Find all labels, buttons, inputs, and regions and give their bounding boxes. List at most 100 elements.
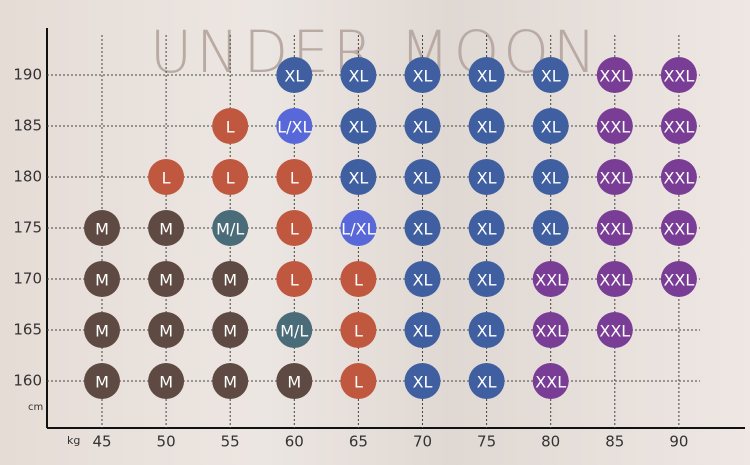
size-label: M bbox=[223, 271, 237, 290]
size-badge bbox=[596, 312, 633, 348]
size-label: XL bbox=[413, 271, 433, 290]
size-badge bbox=[148, 159, 185, 195]
size-badge bbox=[532, 210, 569, 246]
size-label: M bbox=[95, 373, 109, 392]
size-badge bbox=[404, 108, 441, 144]
y-tick-label: 185 bbox=[13, 117, 42, 135]
size-badge bbox=[84, 363, 120, 399]
size-label: XL bbox=[541, 118, 561, 137]
size-badge bbox=[404, 261, 441, 297]
size-label: XL bbox=[477, 220, 497, 239]
size-badge bbox=[276, 159, 313, 195]
size-badge bbox=[340, 108, 377, 144]
size-label: XL bbox=[477, 322, 497, 341]
size-badge bbox=[212, 210, 249, 246]
size-label: XXL bbox=[535, 322, 566, 341]
size-badge bbox=[84, 312, 120, 348]
grid-area: 45 50 55 60 65 70 75 80 85 90 190 185 180 175 170 165 16… bbox=[13, 35, 700, 451]
size-badge bbox=[532, 261, 569, 297]
size-label: XL bbox=[477, 118, 497, 137]
size-badge bbox=[212, 261, 249, 297]
size-badge bbox=[532, 159, 569, 195]
size-label: XL bbox=[541, 220, 561, 239]
size-label: M bbox=[95, 271, 109, 290]
x-tick-label: 65 bbox=[349, 433, 368, 451]
size-label: M/L bbox=[216, 220, 244, 239]
size-label: XXL bbox=[535, 271, 566, 290]
size-badge bbox=[404, 363, 441, 399]
size-badge bbox=[404, 159, 441, 195]
size-badge bbox=[468, 261, 505, 297]
size-label: XL bbox=[413, 67, 433, 86]
size-label: XL bbox=[413, 169, 433, 188]
size-badge bbox=[276, 57, 313, 93]
size-label: XXL bbox=[663, 118, 694, 137]
size-label: M bbox=[95, 220, 109, 239]
size-label: XL bbox=[348, 67, 368, 86]
size-badge bbox=[148, 312, 185, 348]
size-badge bbox=[660, 57, 697, 93]
size-badge bbox=[660, 210, 697, 246]
size-label: M/L bbox=[280, 322, 308, 341]
size-badge bbox=[148, 363, 185, 399]
x-tick-label: 80 bbox=[541, 433, 560, 451]
size-label: XL bbox=[477, 67, 497, 86]
size-badge bbox=[404, 57, 441, 93]
size-label: M bbox=[223, 373, 237, 392]
size-label: XXL bbox=[599, 271, 630, 290]
x-unit: kg bbox=[67, 434, 80, 447]
size-label: XXL bbox=[599, 220, 630, 239]
size-badge bbox=[468, 57, 505, 93]
size-label: XL bbox=[413, 373, 433, 392]
size-label: L bbox=[226, 118, 235, 137]
size-badge bbox=[660, 108, 697, 144]
size-badge bbox=[340, 57, 377, 93]
size-badge bbox=[276, 363, 313, 399]
size-label: XL bbox=[541, 67, 561, 86]
size-badge bbox=[84, 210, 120, 246]
size-badge bbox=[148, 261, 185, 297]
size-badge bbox=[468, 210, 505, 246]
size-label: L bbox=[162, 169, 171, 188]
size-badge bbox=[340, 312, 377, 348]
size-badge bbox=[596, 159, 633, 195]
y-unit: cm bbox=[28, 402, 43, 413]
x-tick-label: 60 bbox=[285, 433, 304, 451]
size-badge bbox=[340, 210, 377, 246]
size-badge bbox=[212, 363, 249, 399]
size-label: XL bbox=[348, 118, 368, 137]
size-label: L/XL bbox=[341, 220, 375, 239]
size-label: XL bbox=[477, 271, 497, 290]
size-badge bbox=[532, 363, 569, 399]
size-badge bbox=[596, 57, 633, 93]
y-tick-label: 190 bbox=[13, 66, 42, 84]
size-label: L/XL bbox=[277, 118, 311, 137]
size-badge bbox=[404, 210, 441, 246]
y-tick-label: 180 bbox=[13, 168, 42, 186]
size-label: XL bbox=[413, 322, 433, 341]
size-label: XXL bbox=[535, 373, 566, 392]
size-badge bbox=[340, 159, 377, 195]
size-label: XL bbox=[477, 373, 497, 392]
size-label: L bbox=[354, 322, 363, 341]
size-badge bbox=[340, 363, 377, 399]
size-label: M bbox=[159, 220, 173, 239]
size-label: L bbox=[354, 373, 363, 392]
size-label: XL bbox=[348, 169, 368, 188]
size-badge bbox=[404, 312, 441, 348]
size-label: XXL bbox=[599, 322, 630, 341]
x-tick-label: 75 bbox=[477, 433, 496, 451]
size-label: L bbox=[290, 271, 299, 290]
size-badge bbox=[468, 159, 505, 195]
x-tick-label: 45 bbox=[92, 433, 111, 451]
size-badge bbox=[340, 261, 377, 297]
size-label: XL bbox=[413, 118, 433, 137]
size-label: L bbox=[290, 220, 299, 239]
y-tick-label: 160 bbox=[13, 372, 42, 390]
size-badge bbox=[148, 210, 185, 246]
size-badge bbox=[532, 57, 569, 93]
size-badge bbox=[596, 108, 633, 144]
y-tick-label: 175 bbox=[13, 219, 42, 237]
size-badge bbox=[468, 108, 505, 144]
